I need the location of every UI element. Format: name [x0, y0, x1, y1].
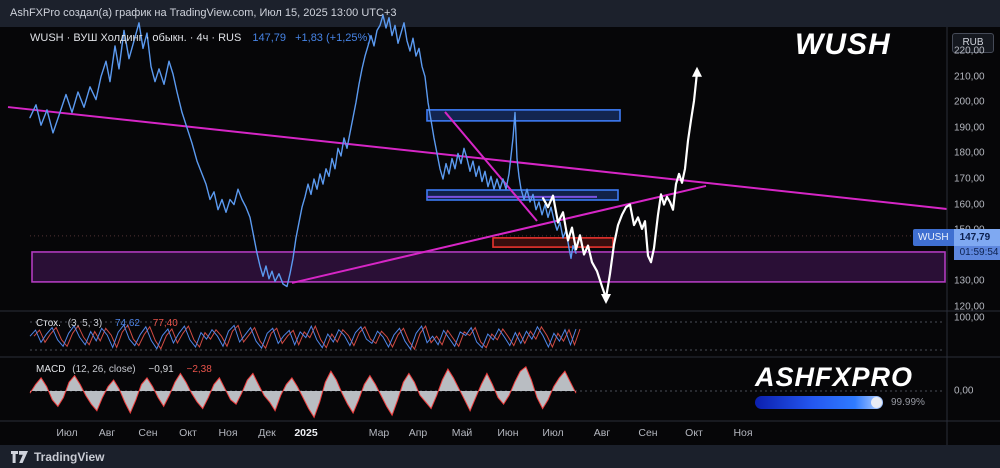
- price-tick: 220,00: [954, 45, 985, 57]
- tradingview-icon[interactable]: [10, 450, 29, 464]
- progress-percent: 99.99%: [891, 397, 925, 408]
- macd-value: −0,91: [148, 364, 174, 375]
- time-tick[interactable]: Июл: [56, 427, 78, 439]
- time-tick[interactable]: Авг: [98, 427, 116, 439]
- stoch-legend[interactable]: Стох. (3, 5, 3) 74,62 77,40: [36, 318, 178, 329]
- macd-line: [29, 366, 577, 419]
- symbol-title: WUSH · ВУШ Холдинг · обыкн. · 4ч · RUS: [30, 32, 242, 44]
- tradingview-label[interactable]: TradingView: [34, 449, 105, 464]
- arrowhead-down: [601, 294, 611, 305]
- price-label-countdown: 01:59:54: [953, 246, 1000, 260]
- price-tick: 100,00: [954, 312, 985, 324]
- price-tick: 180,00: [954, 147, 985, 159]
- footer-bar: TradingView: [0, 445, 1000, 468]
- ashfxpro-branding: ASHFXPRO 99.99%: [755, 362, 945, 409]
- price-tick: 170,00: [954, 173, 985, 185]
- price-tick: 190,00: [954, 122, 985, 134]
- trendline-long-descending: [7, 106, 948, 210]
- ashfxpro-logo: ASHFXPRO: [755, 362, 914, 392]
- time-tick[interactable]: Апр: [408, 427, 428, 439]
- time-tick[interactable]: Окт: [179, 427, 197, 439]
- macd-legend[interactable]: MACD (12, 26, close) −0,91 −2,38: [36, 364, 212, 375]
- stoch-k-value: 74,62: [114, 318, 140, 329]
- time-tick[interactable]: Май: [451, 427, 473, 439]
- price-tick: 160,00: [954, 199, 985, 211]
- accumulation-zone: [31, 251, 946, 283]
- time-tick[interactable]: Июл: [542, 427, 564, 439]
- stoch-params: (3, 5, 3): [67, 318, 103, 329]
- macd-signal-value: −2,38: [186, 364, 212, 375]
- price-tick: 210,00: [954, 71, 985, 83]
- price-tick: 120,00: [954, 301, 985, 313]
- time-tick[interactable]: Сен: [638, 427, 658, 439]
- trendline-steep-descending: [444, 111, 538, 222]
- price-tick: 0,00: [954, 385, 974, 397]
- macd-area: [30, 366, 576, 418]
- stoch-title: Стох.: [36, 318, 61, 329]
- series-projection: [541, 71, 699, 300]
- time-tick[interactable]: Дек: [258, 427, 276, 439]
- time-tick[interactable]: Мар: [368, 427, 390, 439]
- macd-title: MACD: [36, 364, 66, 375]
- time-tick[interactable]: Авг: [593, 427, 611, 439]
- demand-zone-red: [492, 237, 614, 248]
- time-tick[interactable]: Ноя: [218, 427, 238, 439]
- time-tick[interactable]: 2025: [294, 427, 318, 439]
- time-tick[interactable]: Июн: [497, 427, 519, 439]
- time-tick[interactable]: Сен: [138, 427, 158, 439]
- price-tick: 200,00: [954, 96, 985, 108]
- supply-zone-upper: [426, 109, 621, 122]
- time-tick[interactable]: Ноя: [733, 427, 753, 439]
- progress-bar-cap: [871, 397, 882, 408]
- arrowhead-up: [692, 66, 702, 77]
- series-price_history: [29, 14, 577, 288]
- macd-params: (12, 26, close): [72, 364, 136, 375]
- price-tick: 130,00: [954, 275, 985, 287]
- trendline-ascending: [291, 184, 707, 284]
- time-tick[interactable]: Окт: [685, 427, 703, 439]
- price-label-ticker: WUSH: [913, 229, 954, 246]
- stoch-k-line: [29, 323, 577, 351]
- legend-last-price: 147,79: [252, 32, 287, 44]
- price-axis[interactable]: RUB 220,00 210,00 200,00 190,00 180,00 170,00…: [947, 27, 1000, 445]
- legend-change: +1,83 (+1,25%): [295, 32, 371, 44]
- time-axis[interactable]: Июл Авг Сен Окт Ноя Дек 2025 Мар Апр Май Июн Июл Авг…: [0, 421, 947, 445]
- stoch-d-value: 77,40: [152, 318, 178, 329]
- last-price-label: WUSH 147,79 01:59:54: [913, 229, 1000, 260]
- gradient-progress-bar: [755, 396, 883, 409]
- symbol-watermark: WUSH: [795, 28, 891, 61]
- currency-button[interactable]: RUB: [952, 33, 994, 53]
- price-label-value: 147,79: [953, 229, 1000, 246]
- attribution-bar: AshFXPro создал(а) график на TradingView…: [0, 0, 1000, 27]
- symbol-legend[interactable]: WUSH · ВУШ Холдинг · обыкн. · 4ч · RUS 1…: [30, 32, 371, 44]
